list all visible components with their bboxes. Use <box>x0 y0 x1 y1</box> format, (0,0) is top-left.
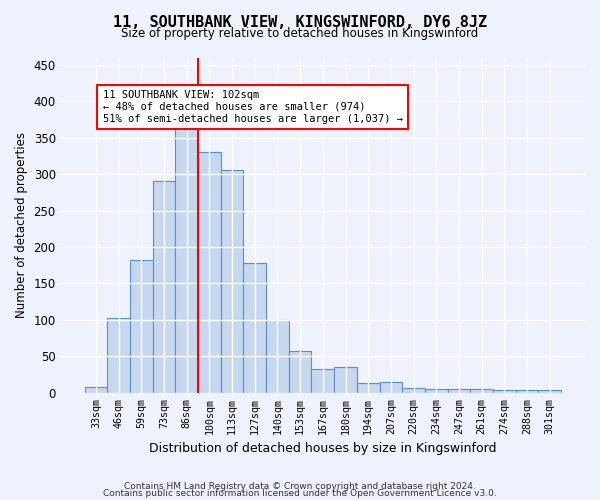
Text: Size of property relative to detached houses in Kingswinford: Size of property relative to detached ho… <box>121 28 479 40</box>
Bar <box>152 182 175 393</box>
Bar <box>311 370 334 393</box>
Bar <box>244 263 266 393</box>
Bar <box>380 382 402 393</box>
Y-axis label: Number of detached properties: Number of detached properties <box>15 132 28 318</box>
Bar <box>85 387 107 393</box>
Text: 11 SOUTHBANK VIEW: 102sqm
← 48% of detached houses are smaller (974)
51% of semi: 11 SOUTHBANK VIEW: 102sqm ← 48% of detac… <box>103 90 403 124</box>
Bar <box>402 388 425 393</box>
Bar <box>266 320 289 393</box>
Bar <box>334 368 357 393</box>
X-axis label: Distribution of detached houses by size in Kingswinford: Distribution of detached houses by size … <box>149 442 497 455</box>
Bar <box>357 384 380 393</box>
Bar <box>130 260 152 393</box>
Bar <box>175 126 198 393</box>
Bar <box>289 350 311 393</box>
Text: 11, SOUTHBANK VIEW, KINGSWINFORD, DY6 8JZ: 11, SOUTHBANK VIEW, KINGSWINFORD, DY6 8J… <box>113 15 487 30</box>
Bar <box>470 389 493 393</box>
Bar <box>221 170 244 393</box>
Bar <box>198 152 221 393</box>
Text: Contains public sector information licensed under the Open Government Licence v3: Contains public sector information licen… <box>103 490 497 498</box>
Text: Contains HM Land Registry data © Crown copyright and database right 2024.: Contains HM Land Registry data © Crown c… <box>124 482 476 491</box>
Bar <box>107 318 130 393</box>
Bar <box>538 390 561 393</box>
Bar <box>448 389 470 393</box>
Bar <box>493 390 516 393</box>
Bar <box>516 390 538 393</box>
Bar <box>425 389 448 393</box>
